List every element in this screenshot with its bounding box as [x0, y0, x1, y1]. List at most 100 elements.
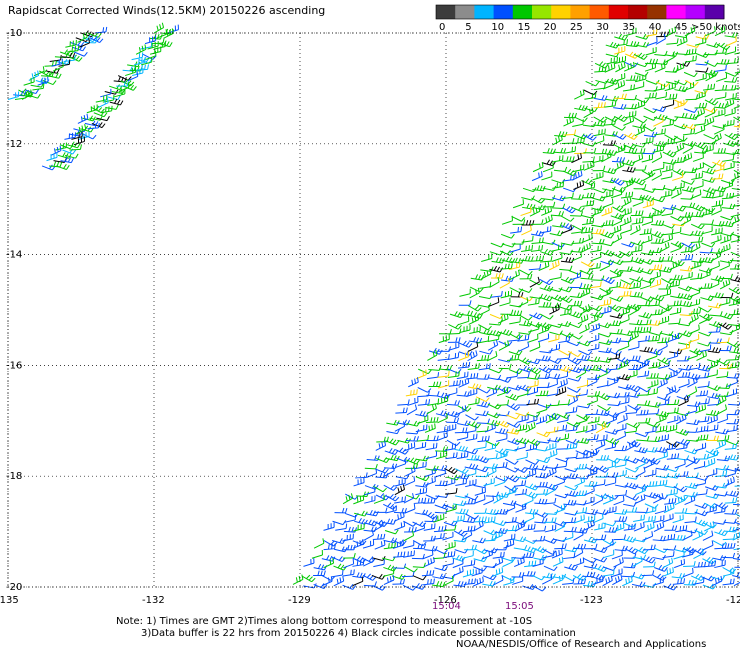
wind-barb: [616, 414, 628, 424]
barb-feather: [577, 352, 582, 357]
barb-feather: [505, 275, 509, 281]
wind-barb: [698, 306, 712, 313]
barb-feather: [635, 226, 638, 232]
barb-feather: [586, 200, 589, 206]
wind-barb: [527, 367, 542, 375]
barb-feather: [422, 370, 424, 376]
barb-shaft: [529, 279, 540, 286]
barb-feather: [649, 326, 652, 332]
wind-barb: [729, 309, 740, 316]
barb-feather: [657, 264, 660, 270]
barb-shaft: [485, 440, 497, 447]
barb-feather: [571, 357, 577, 362]
wind-barb: [646, 388, 658, 396]
barb-feather: [662, 184, 666, 190]
barb-feather: [487, 435, 490, 441]
barb-feather: [541, 162, 544, 168]
barb-feather: [633, 422, 638, 427]
barb-shaft: [589, 249, 601, 253]
barb-feather: [464, 352, 467, 358]
barb-feather: [719, 160, 724, 166]
barb-shaft: [532, 189, 544, 192]
barb-feather: [489, 293, 493, 299]
barb-shaft: [478, 296, 490, 300]
barb-feather: [661, 208, 666, 214]
barb-shaft: [487, 403, 499, 410]
barb-feather: [611, 131, 615, 137]
barb-feather: [614, 178, 620, 183]
barb-feather: [693, 419, 697, 425]
barb-shaft: [529, 281, 540, 288]
wind-barb: [599, 288, 611, 298]
wind-barb: [566, 341, 581, 347]
wind-barb: [617, 374, 632, 381]
barb-feather: [717, 358, 721, 363]
barb-feather: [528, 270, 533, 276]
barb-shaft: [623, 182, 634, 189]
barb-feather: [620, 63, 623, 69]
barb-shaft: [355, 476, 367, 479]
wind-barb: [641, 154, 653, 163]
wind-barb: [476, 418, 490, 424]
barb-shaft: [662, 104, 674, 109]
wind-barb: [586, 395, 598, 406]
wind-barb: [660, 171, 673, 180]
barb-feather: [495, 339, 499, 346]
wind-barb: [701, 242, 716, 248]
barb-shaft: [438, 338, 450, 344]
barb-feather: [578, 463, 581, 469]
barb-feather: [509, 363, 512, 369]
barb-shaft: [713, 168, 724, 173]
barb-feather: [723, 245, 725, 252]
barb-feather: [718, 173, 721, 179]
barb-shaft: [706, 428, 718, 432]
wind-barb: [702, 144, 714, 153]
barb-feather: [580, 211, 584, 217]
wind-barb: [593, 83, 606, 91]
wind-barb: [660, 256, 673, 262]
barb-shaft: [652, 149, 664, 153]
barb-feather: [410, 457, 415, 463]
barb-feather: [543, 284, 548, 290]
barb-shaft: [657, 438, 669, 442]
wind-barb: [607, 337, 622, 344]
barb-feather: [645, 300, 648, 306]
wind-barb: [614, 445, 628, 452]
barb-shaft: [716, 63, 728, 65]
barb-feather: [689, 214, 692, 221]
barb-feather: [691, 254, 694, 260]
barb-feather: [682, 372, 685, 378]
barb-shaft: [446, 413, 458, 418]
barb-feather: [646, 228, 649, 234]
barb-shaft: [598, 367, 609, 374]
barb-shaft: [727, 381, 738, 387]
barb-feather: [628, 314, 630, 320]
barb-feather: [619, 157, 623, 163]
barb-shaft: [500, 267, 512, 270]
wind-barb: [711, 205, 722, 216]
barb-feather: [495, 351, 498, 357]
barb-feather: [625, 192, 628, 198]
barb-feather: [626, 166, 630, 172]
wind-barb: [657, 399, 670, 406]
barb-feather: [605, 249, 609, 255]
barb-feather: [685, 49, 689, 55]
wind-barb: [487, 339, 499, 351]
barb-shaft: [608, 324, 620, 327]
barb-shaft: [384, 450, 396, 455]
barb-shaft: [710, 295, 722, 299]
barb-feather: [587, 304, 591, 310]
barb-shaft: [701, 196, 713, 199]
barb-shaft: [595, 79, 607, 84]
wind-barb: [517, 372, 530, 379]
barb-feather: [389, 438, 394, 443]
wind-barb: [498, 329, 513, 336]
barb-feather: [637, 326, 640, 332]
barb-feather: [568, 287, 573, 293]
barb-feather: [635, 257, 639, 263]
wind-barb: [683, 108, 698, 113]
wind-barb: [684, 25, 696, 37]
barb-shaft: [624, 133, 635, 140]
barb-shaft: [647, 340, 659, 342]
wind-barb: [570, 211, 584, 217]
